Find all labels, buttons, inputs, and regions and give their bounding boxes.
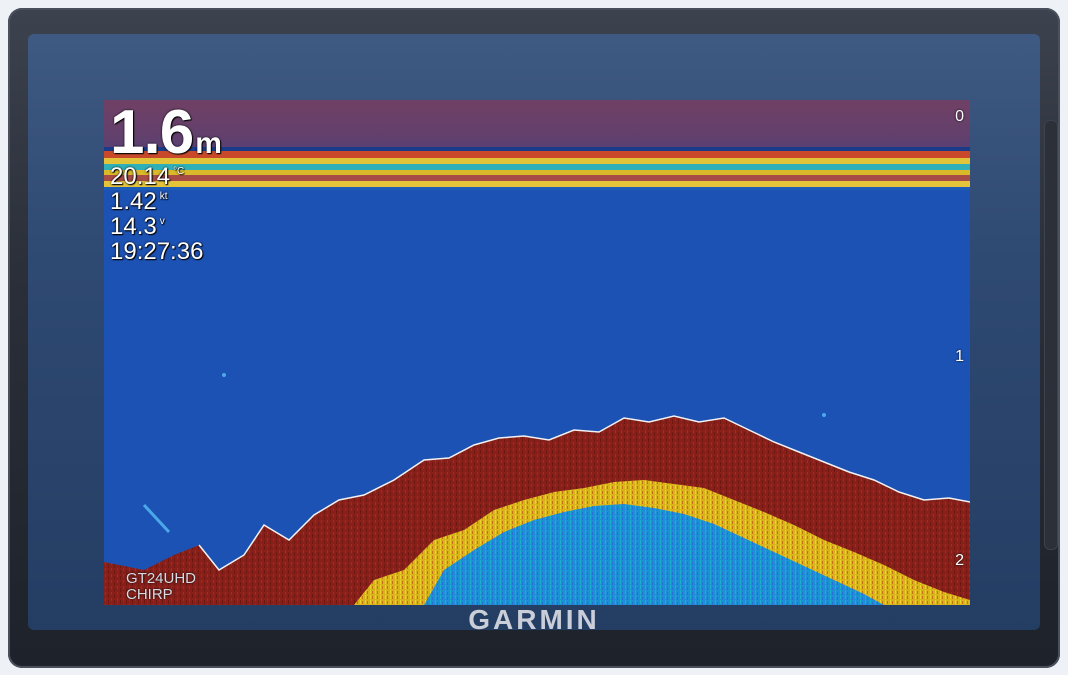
water-temp-unit: °C (173, 166, 185, 177)
depth-scale-bottom: 2 (955, 552, 964, 569)
brand-logo: GARMIN (468, 604, 600, 635)
hud-readouts: 1.6 m 20.14 °C 1.42 kt 14.3 v 19:27:36 (110, 102, 222, 264)
depth-readout: 1.6 m (110, 102, 222, 164)
water-temp-value: 20.14 (110, 163, 171, 190)
depth-value: 1.6 (110, 100, 194, 167)
transducer-mode: CHIRP (126, 586, 173, 603)
speed-value: 1.42 (110, 188, 157, 215)
transducer-info: GT24UHD CHIRP (126, 571, 196, 603)
voltage-value: 14.3 (110, 213, 157, 240)
side-button[interactable] (1044, 120, 1058, 550)
depth-scale-middle: 1 (955, 348, 964, 365)
speed-unit: kt (159, 191, 168, 202)
sonar-echo-graphic (104, 147, 970, 605)
surface-clutter-band (104, 100, 970, 152)
depth-unit: m (195, 127, 222, 160)
voltage-readout: 14.3 v (110, 215, 222, 239)
clock-time: 19:27:36 (110, 238, 204, 265)
sonar-display: 1.6 m 20.14 °C 1.42 kt 14.3 v 19:27:36 0… (104, 100, 970, 605)
speed-readout: 1.42 kt (110, 190, 222, 214)
depth-scale-top: 0 (955, 108, 964, 125)
water-temp-readout: 20.14 °C (110, 165, 222, 189)
transducer-model: GT24UHD (126, 570, 197, 587)
voltage-unit: v (159, 216, 165, 227)
